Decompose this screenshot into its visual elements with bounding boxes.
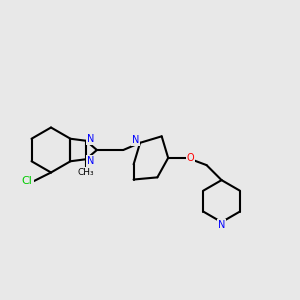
- Text: O: O: [187, 153, 194, 163]
- Text: CH₃: CH₃: [78, 168, 94, 177]
- Text: N: N: [87, 134, 94, 144]
- Text: N: N: [87, 156, 94, 166]
- Text: N: N: [218, 220, 225, 230]
- Text: N: N: [132, 135, 139, 145]
- Text: Cl: Cl: [22, 176, 32, 187]
